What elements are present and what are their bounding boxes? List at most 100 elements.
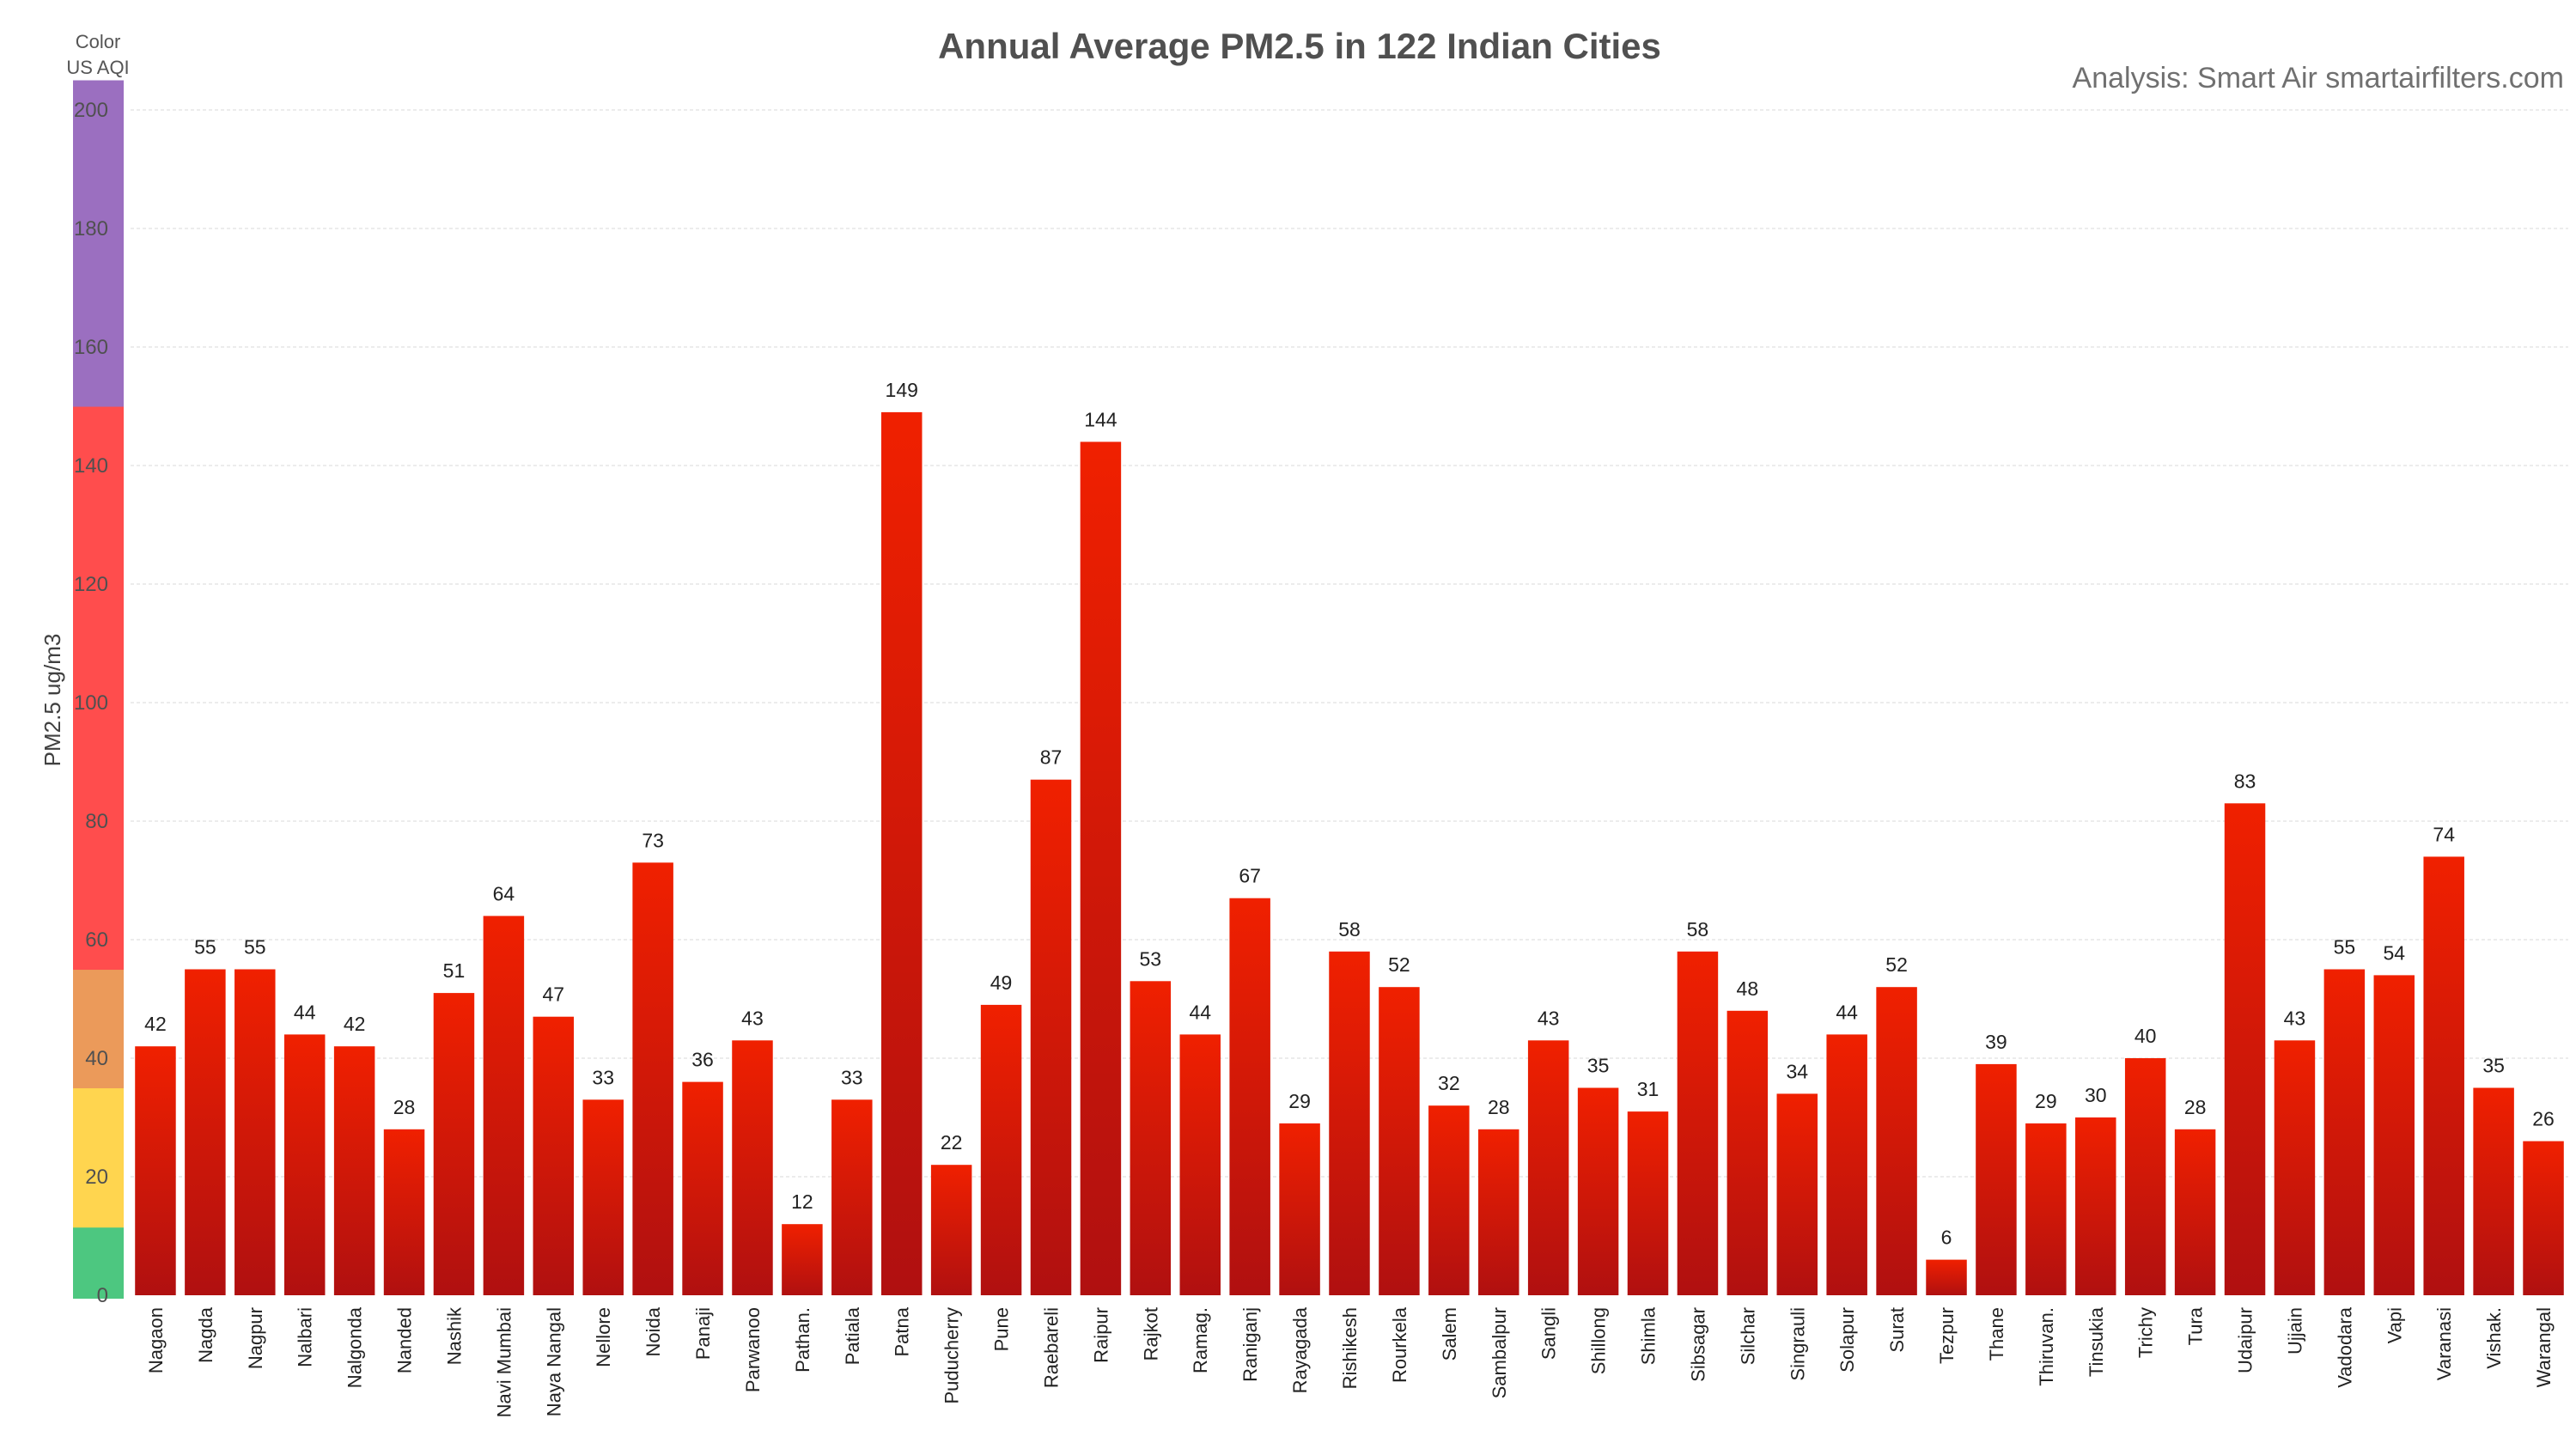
x-tick-label-4: Nalgonda [344, 1306, 366, 1388]
x-tick-label-35: Surat [1886, 1307, 1908, 1353]
bar-ujjain [2274, 1040, 2316, 1295]
aqi-band-1 [73, 1085, 124, 1228]
data-label-25: 52 [1388, 953, 1410, 976]
x-tick-label-25: Rourkela [1389, 1306, 1410, 1383]
y-tick-label-60: 60 [85, 928, 108, 952]
aqi-band-3 [73, 403, 124, 971]
bar-singrauli [1776, 1093, 1818, 1295]
x-tick-label-23: Rayagada [1289, 1306, 1311, 1393]
bar-raniganj [1229, 898, 1270, 1295]
bar-warangal [2523, 1141, 2564, 1295]
x-tick-label-5: Nanded [394, 1307, 416, 1373]
data-label-2: 55 [244, 936, 266, 959]
aqi-band-0 [73, 1224, 124, 1299]
x-tick-label-17: Pune [991, 1307, 1013, 1351]
data-label-41: 28 [2184, 1096, 2207, 1118]
bar-parwanoo [732, 1040, 773, 1295]
bar-rourkela [1379, 987, 1420, 1295]
bar-raebareli [1030, 779, 1072, 1295]
bar-navi-mumbai [483, 916, 525, 1295]
data-label-40: 40 [2134, 1025, 2157, 1047]
x-tick-label-45: Vapi [2384, 1307, 2405, 1343]
x-tick-label-20: Rajkot [1140, 1307, 1161, 1361]
bar-nalbari [283, 1034, 326, 1295]
bar-rishikesh [1329, 951, 1370, 1295]
data-label-19: 144 [1084, 408, 1117, 430]
bar-nagda [185, 969, 226, 1295]
bar-thiruvan- [2025, 1123, 2067, 1295]
data-label-11: 36 [691, 1049, 714, 1071]
y-tick-label-180: 180 [74, 217, 108, 240]
x-tick-label-19: Raipur [1090, 1307, 1111, 1363]
bar-vishak- [2473, 1087, 2514, 1295]
x-tick-label-0: Nagaon [145, 1307, 167, 1373]
data-label-28: 43 [1538, 1007, 1560, 1029]
x-tick-label-38: Thiruvan. [2036, 1307, 2057, 1386]
bar-naya-nangal [533, 1016, 575, 1295]
y-tick-label-160: 160 [74, 336, 108, 359]
data-label-10: 73 [642, 829, 664, 851]
x-tick-label-27: Sambalpur [1489, 1307, 1510, 1398]
bar-solapur [1826, 1034, 1867, 1295]
x-tick-label-37: Thane [1986, 1307, 2007, 1361]
x-tick-label-7: Navi Mumbai [493, 1307, 515, 1417]
x-tick-label-30: Shimla [1638, 1306, 1659, 1365]
x-axis-ticks: Nagaon Nagda Nagpur Nalbari Nalgonda Nanded Na… [145, 1306, 2555, 1417]
data-label-44: 55 [2334, 936, 2356, 959]
x-tick-label-24: Rishikesh [1339, 1307, 1361, 1389]
x-tick-label-48: Warangal [2533, 1307, 2555, 1387]
x-tick-label-12: Parwanoo [742, 1307, 764, 1392]
bar-vadodara [2323, 969, 2366, 1295]
x-tick-label-14: Patiala [842, 1306, 863, 1365]
x-tick-label-36: Tezpur [1936, 1307, 1958, 1364]
bar-raipur [1080, 441, 1122, 1295]
chart-credit: Analysis: Smart Air smartairfilters.com [2073, 62, 2564, 94]
x-tick-label-34: Solapur [1836, 1307, 1858, 1373]
x-tick-label-46: Varanasi [2433, 1307, 2455, 1380]
data-label-32: 48 [1737, 977, 1759, 1000]
x-tick-label-39: Tinsukia [2086, 1306, 2107, 1377]
x-tick-label-43: Ujjain [2284, 1307, 2305, 1355]
y-tick-label-200: 200 [74, 99, 108, 122]
y-tick-label-100: 100 [74, 691, 108, 715]
data-label-6: 51 [443, 959, 466, 982]
y-axis-label: PM2.5 ug/m3 [40, 634, 65, 767]
bar-trichy [2124, 1058, 2166, 1295]
data-label-30: 31 [1637, 1078, 1659, 1100]
x-tick-label-22: Raniganj [1239, 1307, 1261, 1382]
x-tick-label-16: Puducherry [941, 1307, 963, 1404]
x-tick-label-32: Silchar [1737, 1307, 1758, 1365]
x-tick-label-33: Singrauli [1787, 1307, 1808, 1381]
data-label-26: 32 [1438, 1072, 1460, 1094]
data-label-21: 44 [1189, 1001, 1211, 1023]
x-tick-label-40: Trichy [2135, 1307, 2157, 1358]
data-label-29: 35 [1587, 1055, 1610, 1077]
aqi-color-legend [73, 80, 124, 1299]
aqi-band-4 [73, 80, 124, 407]
legend-title-line2: US AQI [66, 57, 129, 78]
x-tick-label-2: Nagpur [245, 1307, 266, 1369]
data-label-35: 52 [1885, 953, 1908, 976]
bar-shimla [1627, 1111, 1669, 1295]
data-label-15: 149 [886, 379, 918, 401]
data-label-5: 28 [393, 1096, 416, 1118]
data-label-16: 22 [941, 1131, 963, 1154]
data-label-23: 29 [1288, 1090, 1311, 1112]
data-label-14: 33 [841, 1066, 863, 1088]
legend-title-line1: Color [76, 31, 121, 52]
data-label-13: 12 [791, 1190, 813, 1213]
data-label-8: 47 [543, 983, 565, 1006]
data-label-43: 43 [2284, 1007, 2306, 1029]
bar-nashik [433, 993, 475, 1295]
data-label-7: 64 [493, 882, 515, 904]
bar-panaji [682, 1081, 723, 1295]
data-label-9: 33 [592, 1066, 614, 1088]
data-label-12: 43 [741, 1007, 764, 1029]
bar-varanasi [2423, 856, 2464, 1295]
y-tick-label-80: 80 [85, 810, 108, 833]
x-tick-label-3: Nalbari [295, 1307, 316, 1367]
data-label-3: 44 [294, 1001, 316, 1023]
bar-ramag- [1179, 1034, 1221, 1295]
data-label-31: 58 [1687, 918, 1709, 941]
bar-rayagada [1279, 1123, 1320, 1295]
